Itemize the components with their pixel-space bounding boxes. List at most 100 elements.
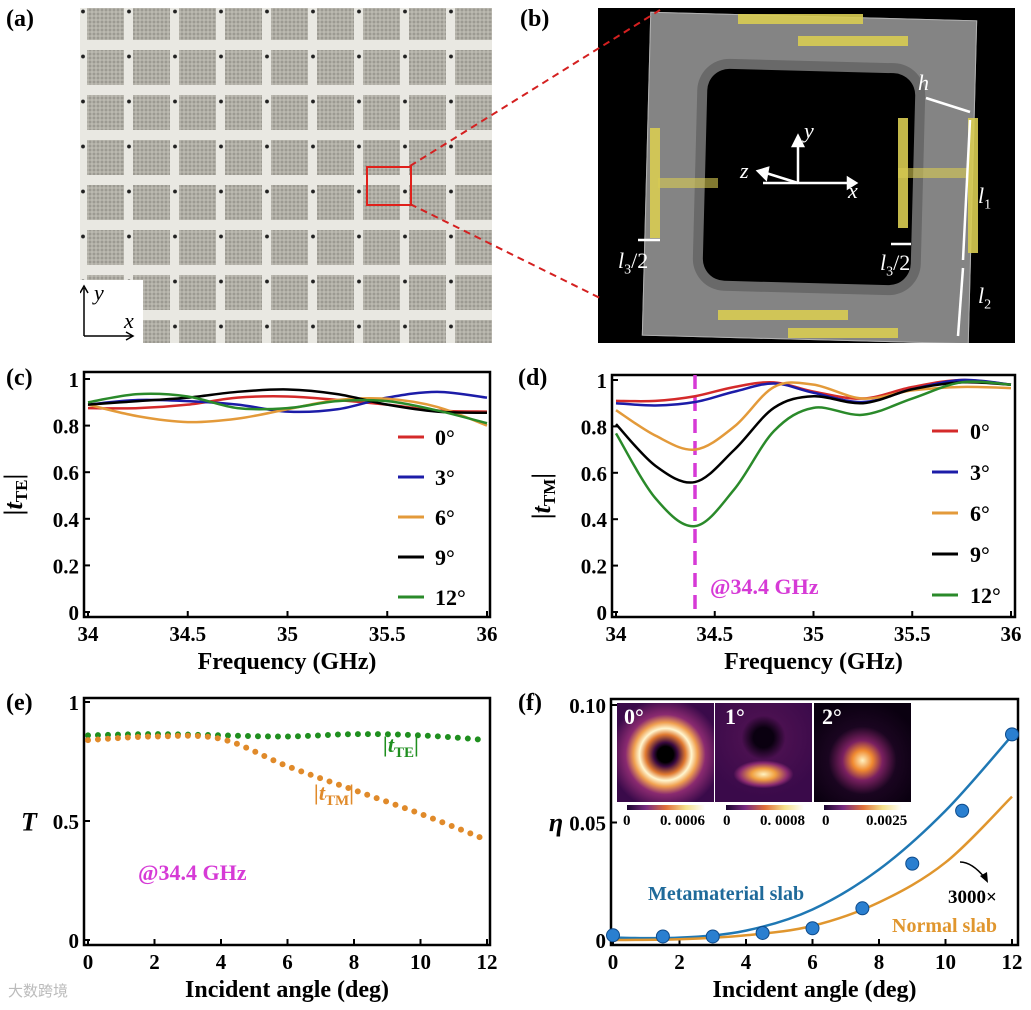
colorbar-2deg (824, 805, 902, 810)
legend-label: 0° (435, 425, 455, 450)
x-axis-title: Frequency (GHz) (198, 649, 377, 675)
panel-label-c: (c) (6, 365, 33, 391)
y-tick-label: 0 (597, 601, 608, 625)
colorbar-max-0: 0. 0006 (660, 813, 705, 829)
label-x: x (848, 178, 858, 203)
series-label: |tTE| (383, 732, 419, 761)
colorbar-min-2: 0 (822, 813, 830, 829)
data-point (705, 929, 720, 944)
arrowhead-icon (980, 872, 988, 883)
x-tick-label: 35.5 (894, 622, 931, 646)
y-axis-title: η (549, 808, 563, 837)
scale-annotation: 3000× (948, 887, 997, 908)
y-tick-label: 0 (69, 601, 80, 625)
y-tick-label: 0.8 (581, 415, 607, 439)
series-line (614, 380, 1012, 528)
y-tick-label: 0.2 (53, 554, 79, 578)
legend-label: 6° (970, 501, 990, 526)
data-point (805, 921, 820, 936)
x-tick-label: 4 (216, 950, 227, 974)
chart-c (82, 370, 492, 619)
unit-cell-render: h y z x l1 l2 l3/2 l3/2 (598, 8, 1015, 343)
data-point (905, 856, 920, 871)
inset-angle-2: 2° (822, 704, 842, 729)
panel-label-d: (d) (518, 365, 548, 391)
legend-label: 12° (970, 583, 1001, 608)
x-tick-label: 2 (674, 950, 685, 974)
y-tick-label: 0.6 (581, 462, 607, 486)
x-tick-label: 6 (282, 950, 293, 974)
axis-x-label: x (124, 308, 134, 333)
colorbar-max-2: 0.0025 (866, 813, 908, 829)
x-tick-label: 34 (78, 622, 100, 646)
label-l2: l2 (978, 283, 992, 313)
x-tick-label: 35.5 (369, 622, 406, 646)
colorbar-max-1: 0. 0008 (760, 813, 805, 829)
panel-label-f: (f) (518, 690, 542, 716)
y-axis-title: |tTM| (527, 473, 559, 519)
y-tick-label: 1 (597, 369, 608, 393)
chart-d (610, 373, 1017, 619)
series-line (85, 732, 490, 844)
metal-strip (798, 36, 908, 46)
inset-angle-0: 0° (624, 704, 644, 729)
metal-strip (788, 328, 898, 338)
chart-f (606, 697, 1020, 947)
label-y: y (804, 118, 814, 143)
series-line (612, 734, 1013, 940)
data-point (955, 803, 970, 818)
inset-field-2deg (814, 703, 911, 802)
legend-label: 3° (970, 460, 990, 485)
series-line (85, 731, 490, 744)
x-tick-label: 12 (1002, 950, 1023, 974)
series-line (87, 388, 488, 415)
data-point (1005, 727, 1019, 742)
chart-e: |tTE| |tTM| (82, 696, 492, 947)
colorbar-min-0: 0 (623, 813, 631, 829)
series-label: Metamaterial slab (648, 883, 804, 905)
frequency-annotation: @34.4 GHz (710, 574, 819, 599)
panel-label-e: (e) (6, 690, 33, 716)
colorbar-min-1: 0 (723, 813, 731, 829)
y-tick-label: 0 (596, 929, 607, 953)
x-tick-label: 2 (149, 950, 160, 974)
x-axis-title: Frequency (GHz) (724, 649, 903, 675)
x-tick-label: 10 (935, 950, 956, 974)
y-tick-label: 0.6 (53, 461, 79, 485)
x-tick-label: 12 (477, 950, 498, 974)
metal-strip (968, 118, 978, 253)
y-tick-label: 0.8 (53, 415, 79, 439)
label-l3-right: l3/2 (880, 250, 911, 280)
y-tick-label: 0.05 (569, 812, 606, 836)
colorbar-1deg (726, 805, 804, 810)
metal-strip (650, 128, 660, 238)
panel-label-a: (a) (6, 6, 34, 32)
data-point (606, 928, 620, 943)
x-tick-label: 34.5 (696, 622, 733, 646)
data-point (755, 925, 770, 940)
y-tick-label: 1 (69, 691, 80, 715)
dimension-arrows (638, 96, 972, 337)
y-tick-label: 0.4 (581, 508, 608, 532)
x-tick-label: 34.5 (169, 622, 206, 646)
legend-label: 0° (970, 419, 990, 444)
y-tick-label: 0.10 (569, 694, 606, 718)
label-l1: l1 (978, 183, 992, 213)
frequency-annotation: @34.4 GHz (138, 860, 247, 885)
series-line (615, 380, 1012, 484)
metal-strip (718, 310, 848, 320)
x-tick-label: 6 (807, 950, 818, 974)
colorbar-0deg (627, 805, 705, 810)
x-tick-label: 0 (83, 950, 94, 974)
x-tick-label: 36 (1001, 622, 1022, 646)
x-tick-label: 8 (874, 950, 885, 974)
y-tick-label: 0.4 (53, 508, 80, 532)
y-tick-label: 1 (69, 368, 80, 392)
axis-arrows-icon (79, 284, 135, 341)
x-tick-label: 4 (741, 950, 752, 974)
series-label: |tTM| (314, 780, 354, 809)
label-h: h (918, 70, 929, 95)
data-point (855, 901, 870, 916)
legend-label: 9° (970, 542, 990, 567)
